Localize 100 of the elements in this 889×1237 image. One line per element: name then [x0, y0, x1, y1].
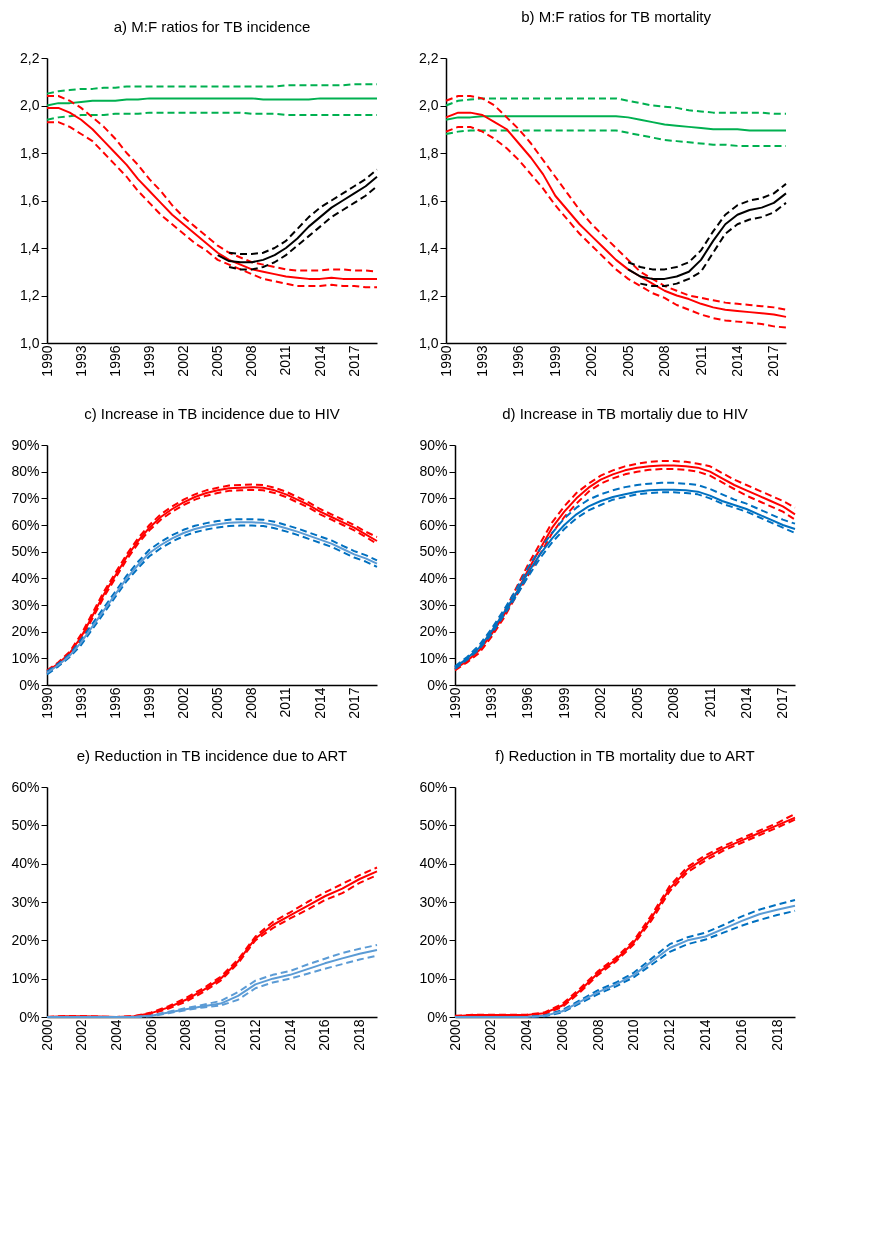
x-tick-label: 2014 [728, 345, 745, 377]
x-tick-label: 2017 [774, 687, 791, 719]
x-tick-label: 2011 [692, 345, 709, 376]
x-tick-label: 1996 [106, 345, 123, 377]
x-tick-label: 2017 [345, 345, 362, 377]
x-tick-label: 1996 [519, 687, 536, 719]
x-tick-label: 2006 [553, 1019, 570, 1051]
y-tick-label: 50% [11, 543, 40, 560]
x-tick-label: 2016 [316, 1019, 333, 1051]
x-tick-label: 2008 [656, 345, 673, 377]
x-tick-label: 2014 [281, 1019, 298, 1051]
y-tick-label: 20% [11, 931, 40, 948]
y-tick-label: 0% [19, 1008, 40, 1025]
x-tick-label: 2005 [619, 345, 636, 377]
y-tick-label: 1,4 [419, 239, 439, 256]
y-tick-label: 50% [11, 816, 40, 833]
y-tick-label: 20% [419, 623, 448, 640]
x-tick-label: 2014 [697, 1019, 714, 1051]
y-tick-label: 60% [11, 516, 40, 533]
x-tick-label: 1996 [510, 345, 527, 377]
y-tick-label: 1,6 [20, 192, 40, 208]
x-tick-label: 1990 [38, 687, 55, 719]
x-tick-label: 1999 [140, 345, 157, 377]
x-tick-label: 2008 [665, 687, 682, 719]
y-tick-label: 60% [419, 516, 448, 533]
y-tick-label: 30% [419, 596, 448, 613]
y-tick-label: 2,2 [20, 49, 40, 66]
y-tick-label: 30% [11, 596, 40, 613]
x-tick-label: 2000 [38, 1019, 55, 1051]
x-tick-label: 2000 [446, 1019, 463, 1051]
x-tick-label: 2014 [737, 687, 754, 719]
y-tick-label: 40% [419, 855, 448, 872]
y-tick-label: 1,0 [419, 334, 439, 351]
y-tick-label: 50% [419, 816, 448, 833]
x-tick-label: 2018 [351, 1019, 368, 1051]
y-tick-label: 0% [427, 676, 448, 693]
y-tick-label: 80% [419, 463, 448, 480]
y-tick-label: 30% [419, 893, 448, 910]
y-tick-label: 10% [419, 970, 448, 987]
x-tick-label: 2018 [768, 1019, 785, 1051]
y-tick-label: 0% [19, 676, 40, 693]
x-tick-label: 2002 [175, 345, 192, 377]
x-tick-label: 2017 [765, 345, 782, 377]
x-tick-label: 1999 [555, 687, 572, 719]
x-tick-label: 1993 [72, 345, 89, 377]
x-tick-label: 2005 [628, 687, 645, 719]
chart-title: f) Reduction in TB mortality due to ART [495, 747, 755, 764]
y-tick-label: 50% [419, 543, 448, 560]
y-tick-label: 70% [11, 489, 40, 506]
x-tick-label: 2005 [209, 687, 226, 719]
x-tick-label: 2002 [583, 345, 600, 377]
y-tick-label: 1,6 [419, 192, 439, 208]
chart-title: e) Reduction in TB incidence due to ART [76, 747, 348, 764]
x-tick-label: 1993 [473, 345, 490, 377]
y-tick-label: 20% [11, 623, 40, 640]
x-tick-label: 1990 [437, 345, 454, 377]
y-tick-label: 90% [11, 436, 40, 453]
x-tick-label: 1990 [446, 687, 463, 719]
x-tick-label: 2017 [345, 687, 362, 719]
y-tick-label: 1,0 [20, 334, 40, 351]
x-tick-label: 2002 [73, 1019, 90, 1051]
y-tick-label: 40% [419, 569, 448, 586]
x-tick-label: 2008 [243, 687, 260, 719]
x-tick-label: 2002 [482, 1019, 499, 1051]
x-tick-label: 2008 [177, 1019, 194, 1051]
y-tick-label: 2,0 [20, 97, 40, 113]
x-tick-label: 2005 [209, 345, 226, 377]
y-tick-label: 80% [11, 463, 40, 480]
x-tick-label: 2011 [277, 345, 294, 376]
x-tick-label: 2002 [592, 687, 609, 719]
x-tick-label: 2016 [732, 1019, 749, 1051]
x-tick-label: 2012 [246, 1019, 263, 1051]
x-tick-label: 2014 [311, 345, 328, 377]
x-tick-label: 2011 [277, 687, 294, 718]
y-tick-label: 20% [419, 931, 448, 948]
y-tick-label: 1,4 [20, 239, 40, 256]
y-tick-label: 0% [427, 1008, 448, 1025]
y-tick-label: 2,0 [419, 97, 439, 113]
x-tick-label: 2004 [518, 1019, 535, 1051]
x-tick-label: 2004 [107, 1019, 124, 1051]
x-tick-label: 2002 [175, 687, 192, 719]
x-tick-label: 2011 [701, 687, 718, 718]
x-tick-label: 2010 [212, 1019, 229, 1051]
y-tick-label: 10% [11, 970, 40, 987]
x-tick-label: 2012 [661, 1019, 678, 1051]
x-tick-label: 2008 [243, 345, 260, 377]
x-tick-label: 2010 [625, 1019, 642, 1051]
y-tick-label: 10% [11, 649, 40, 666]
y-tick-label: 90% [419, 436, 448, 453]
chart-title: b) M:F ratios for TB mortality [521, 8, 712, 25]
y-tick-label: 1,8 [20, 144, 40, 161]
y-tick-label: 30% [11, 893, 40, 910]
x-tick-label: 1993 [72, 687, 89, 719]
y-tick-label: 70% [419, 489, 448, 506]
x-tick-label: 1990 [38, 345, 55, 377]
x-tick-label: 1993 [482, 687, 499, 719]
x-tick-label: 2006 [142, 1019, 159, 1051]
chart-title: c) Increase in TB incidence due to HIV [84, 405, 340, 422]
y-tick-label: 1,2 [20, 287, 40, 303]
x-tick-label: 2014 [311, 687, 328, 719]
